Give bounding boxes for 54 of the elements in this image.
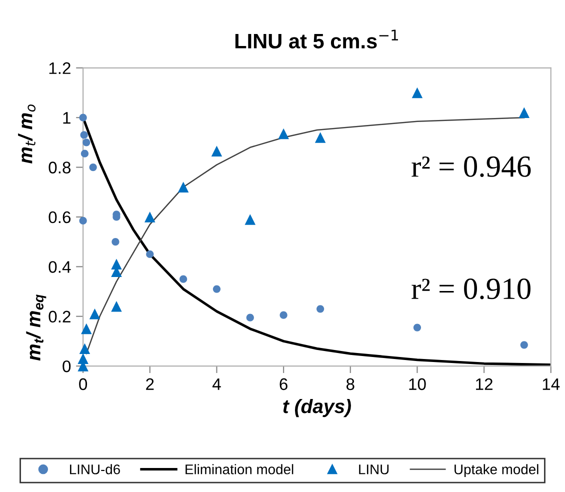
point bbox=[81, 323, 92, 334]
point bbox=[79, 114, 87, 122]
x-tick-label: 8 bbox=[346, 378, 354, 390]
y-tick-label: 0.2 bbox=[48, 310, 70, 323]
point bbox=[89, 163, 97, 172]
point bbox=[89, 308, 100, 320]
point bbox=[316, 305, 324, 313]
x-tick-label: 12 bbox=[476, 378, 492, 390]
point bbox=[278, 128, 289, 140]
point bbox=[246, 314, 254, 322]
point bbox=[211, 146, 222, 157]
x-tick-label: 0 bbox=[79, 378, 88, 390]
point bbox=[144, 212, 156, 222]
y-tick-label: 0.8 bbox=[48, 162, 71, 174]
legend-label: Uptake model bbox=[454, 464, 538, 478]
point bbox=[280, 311, 288, 319]
point bbox=[244, 214, 256, 225]
point bbox=[314, 132, 326, 143]
point bbox=[80, 150, 89, 158]
y-axis-title: m$_{t}$/ m$_{o}$ bbox=[18, 104, 36, 164]
point bbox=[80, 131, 88, 139]
annotation: r² = 0.946 bbox=[412, 156, 531, 178]
annotation: r² = 0.910 bbox=[412, 278, 530, 300]
point bbox=[146, 250, 154, 258]
point bbox=[82, 138, 90, 146]
point bbox=[520, 341, 528, 349]
point bbox=[79, 216, 87, 224]
chart-title: LINU at 5 cm.s$^{−1}$ bbox=[235, 30, 398, 49]
x-tick-label: 2 bbox=[146, 378, 154, 390]
point bbox=[79, 343, 90, 354]
point bbox=[111, 301, 122, 312]
x-axis-title: t (days) bbox=[283, 398, 351, 418]
legend-label: LINU-d6 bbox=[70, 464, 120, 474]
y-tick-label: 0.6 bbox=[48, 211, 71, 224]
legend-label: Elimination model bbox=[186, 464, 294, 474]
x-tick-label: 14 bbox=[542, 378, 560, 390]
point bbox=[413, 324, 422, 332]
y-tick-label: 0 bbox=[62, 360, 71, 372]
x-tick-label: 10 bbox=[409, 378, 426, 390]
x-tick-label: 4 bbox=[212, 378, 221, 390]
point bbox=[518, 107, 530, 118]
y-tick-label: 0.4 bbox=[48, 261, 71, 273]
point bbox=[212, 285, 221, 293]
point bbox=[178, 182, 189, 193]
point bbox=[111, 258, 122, 270]
text: m$_{t}$/ m$_{eq}$ bbox=[26, 294, 46, 361]
x-tick-label: 6 bbox=[280, 378, 288, 390]
point bbox=[412, 87, 423, 98]
point bbox=[180, 275, 188, 283]
y-tick-label: 1 bbox=[63, 112, 70, 124]
point bbox=[112, 238, 120, 246]
point bbox=[78, 353, 88, 364]
legend-label: LINU bbox=[359, 464, 389, 474]
y-tick-label: 1.2 bbox=[49, 62, 70, 74]
